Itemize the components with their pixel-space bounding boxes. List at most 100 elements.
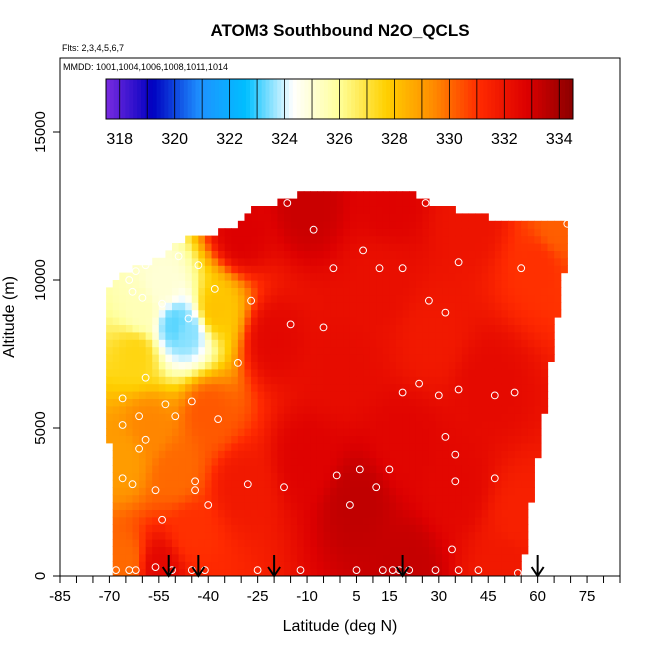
heat-cell xyxy=(428,509,437,518)
x-tick-label: 5 xyxy=(352,588,360,605)
heat-cell xyxy=(330,494,338,503)
heat-cell xyxy=(540,287,549,296)
heat-cell xyxy=(178,494,186,503)
heat-cell xyxy=(132,376,140,385)
y-tick-label: 10000 xyxy=(32,259,49,301)
heat-cell xyxy=(336,539,344,547)
heat-cell xyxy=(119,361,127,370)
heat-cell xyxy=(119,376,127,385)
heat-cell xyxy=(224,553,232,562)
heat-cell xyxy=(330,317,338,325)
heat-cell xyxy=(389,368,397,377)
heat-cell xyxy=(172,346,180,355)
heat-cell xyxy=(481,346,489,355)
heat-cell xyxy=(356,531,364,540)
heat-cell xyxy=(501,331,509,340)
heat-cell xyxy=(290,250,298,259)
heat-cell xyxy=(428,206,437,214)
heat-cell xyxy=(172,428,180,436)
heat-cell xyxy=(461,435,470,444)
heat-cell xyxy=(402,553,410,562)
heat-cell xyxy=(455,502,463,510)
heat-cell xyxy=(257,428,265,436)
heat-cell xyxy=(514,568,522,576)
colorbar-swatch xyxy=(230,79,235,119)
heat-cell xyxy=(244,257,252,266)
heat-cell xyxy=(336,368,344,377)
sample-point xyxy=(243,480,252,489)
heat-cell xyxy=(455,309,463,318)
heat-cell xyxy=(112,553,120,562)
heat-cell xyxy=(527,346,535,355)
heat-cell xyxy=(139,368,147,377)
heat-cell xyxy=(494,487,503,496)
heat-cell xyxy=(119,561,127,570)
heat-cell xyxy=(244,435,252,444)
heat-cell xyxy=(211,472,219,481)
sample-point xyxy=(431,566,440,574)
heat-cell xyxy=(303,361,311,370)
heat-cell xyxy=(475,265,483,274)
heat-cell xyxy=(270,391,279,399)
heat-cell xyxy=(481,243,489,251)
heat-cell xyxy=(152,494,160,503)
heat-cell xyxy=(297,302,305,311)
x-tick-label: 60 xyxy=(529,588,546,605)
heat-cell xyxy=(349,413,358,422)
heat-cell xyxy=(251,539,259,547)
heat-cell xyxy=(125,361,134,370)
heat-cell xyxy=(297,502,305,510)
heat-cell xyxy=(211,546,219,555)
heat-cell xyxy=(257,346,265,355)
heat-cell xyxy=(165,361,173,370)
heat-cell xyxy=(428,472,437,481)
heat-cell xyxy=(152,524,160,533)
heat-cell xyxy=(277,302,285,311)
heat-cell xyxy=(218,368,226,377)
heat-cell xyxy=(264,435,272,444)
heat-cell xyxy=(402,272,410,281)
heat-cell xyxy=(211,309,219,318)
heat-cell xyxy=(204,546,213,555)
heat-cell xyxy=(521,294,529,303)
heat-cell xyxy=(422,428,430,436)
heat-cell xyxy=(257,309,265,318)
heat-cell xyxy=(382,228,391,237)
heat-cell xyxy=(290,331,298,340)
heat-cell xyxy=(356,553,364,562)
heat-cell xyxy=(521,272,529,281)
heat-cell xyxy=(488,531,496,540)
heat-cell xyxy=(356,272,364,281)
heat-cell xyxy=(409,479,417,488)
heat-cell xyxy=(125,368,134,377)
heat-cell xyxy=(316,339,325,348)
heat-cell xyxy=(448,524,456,533)
heat-cell xyxy=(363,220,371,229)
heat-cell xyxy=(475,539,483,547)
heat-cell xyxy=(152,502,160,510)
heat-cell xyxy=(521,487,529,496)
heat-cell xyxy=(185,442,193,451)
heat-cell xyxy=(369,472,377,481)
heat-cell xyxy=(211,331,219,340)
heat-cell xyxy=(284,405,292,414)
heat-cell xyxy=(514,524,522,533)
colorbar-swatch xyxy=(242,79,247,119)
heat-cell xyxy=(343,398,351,407)
heat-cell xyxy=(428,331,437,340)
colorbar-swatch xyxy=(281,79,286,119)
heat-cell xyxy=(165,494,173,503)
heat-cell xyxy=(165,442,173,451)
heat-cell xyxy=(284,331,292,340)
heat-cell xyxy=(514,376,522,385)
heat-cell xyxy=(481,398,489,407)
heat-cell xyxy=(323,516,331,525)
sample-point xyxy=(355,465,364,474)
heat-cell xyxy=(508,546,516,555)
heat-cell xyxy=(356,465,364,473)
heat-cell xyxy=(244,213,252,222)
heat-cell xyxy=(448,235,456,244)
heat-cell xyxy=(547,272,555,281)
heat-cell xyxy=(185,494,193,503)
heat-cell xyxy=(204,317,213,325)
